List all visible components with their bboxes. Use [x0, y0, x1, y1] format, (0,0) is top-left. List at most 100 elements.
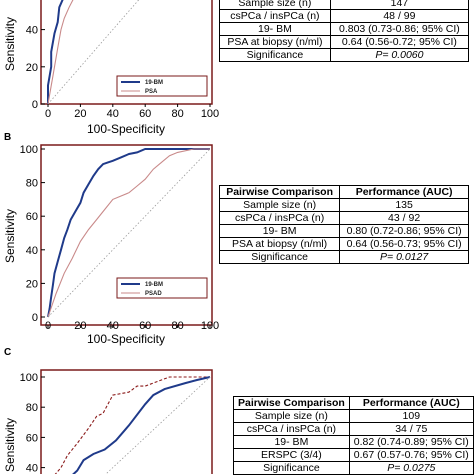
x-tick-label: 20 — [74, 108, 86, 120]
panel-b-legend: 19-BM PSAD — [116, 277, 208, 299]
row-value-cell: 0.64 (0.56-0.73; 95% CI) — [339, 237, 469, 251]
x-tick-label: 0 — [45, 320, 51, 332]
table-row: 19- BM 0.82 (0.74-0.89; 95% CI) — [233, 435, 474, 449]
performance-table-a: Sample size (n) 147 csPCa / insPCa (n) 48 /… — [219, 0, 470, 62]
panel-c-label: C — [4, 347, 11, 358]
row-label-cell: csPCa / insPCa (n) — [218, 211, 341, 225]
series-line-psad — [47, 148, 210, 318]
performance-table-c: Pairwise Comparison Performance (AUC) Sa… — [233, 396, 474, 475]
panel-c-frame — [40, 369, 213, 474]
row-value-cell: P= 0.0127 — [339, 250, 469, 264]
y-tick-label: 0 — [32, 99, 38, 111]
x-tick-label: 60 — [139, 108, 151, 120]
row-label-cell: Sample size (n) — [219, 0, 331, 10]
y-tick-label: 40 — [26, 245, 38, 257]
series-group — [47, 148, 211, 318]
performance-table-b: Pairwise Comparison Performance (AUC) Sa… — [218, 185, 469, 264]
header-pairwise-comparison: Pairwise Comparison — [233, 396, 350, 410]
panel-b-xlabel: 100-Specificity — [87, 332, 165, 346]
table-row: Significance P= 0.0060 — [219, 48, 470, 62]
reference-diagonal — [47, 148, 211, 318]
series-group — [54, 376, 211, 474]
legend-label-psad: PSAD — [145, 291, 162, 297]
row-value-cell: 48 / 99 — [329, 9, 470, 23]
panel-b-ylabel: Sensitivity — [3, 209, 17, 263]
series-line-19-bm — [47, 0, 64, 104]
header-performance-auc: Performance (AUC) — [339, 185, 469, 199]
legend-label-psa: PSA — [145, 89, 158, 95]
x-tick-label: 100 — [201, 108, 219, 120]
table-header-row: Pairwise Comparison Performance (AUC) — [218, 185, 469, 199]
y-tick-label: 100 — [20, 144, 38, 156]
row-label-cell: 19- BM — [219, 22, 331, 36]
table-row: ERSPC (3/4) 0.67 (0.57-0.76; 95% CI) — [233, 448, 474, 462]
table-row: 19- BM 0.80 (0.72-0.86; 95% CI) — [218, 224, 469, 238]
table-row: csPCa / insPCa (n) 34 / 75 — [233, 422, 474, 436]
y-tick-label: 80 — [26, 402, 38, 414]
reference-diagonal — [105, 376, 211, 474]
row-label-cell: csPCa / insPCa (n) — [219, 9, 331, 23]
x-tick-label: 40 — [107, 320, 119, 332]
row-label-cell: Significance — [233, 461, 350, 475]
panel-b-label: B — [4, 132, 11, 143]
y-tick-label: 60 — [26, 211, 38, 223]
row-value-cell: 0.82 (0.74-0.89; 95% CI) — [348, 435, 474, 449]
row-value-cell: 135 — [339, 198, 469, 212]
row-value-cell: 0.80 (0.72-0.86; 95% CI) — [339, 224, 469, 238]
table-row: Significance P= 0.0275 — [233, 461, 474, 475]
x-tick-label: 20 — [74, 320, 86, 332]
table-row: PSA at biopsy (n/ml) 0.64 (0.56-0.73; 95%… — [218, 237, 469, 251]
x-tick-label: 80 — [171, 320, 183, 332]
row-value-cell: 109 — [348, 409, 474, 423]
table-row: Significance P= 0.0127 — [218, 250, 469, 264]
panel-a-legend-box — [116, 75, 208, 97]
x-tick-label: 60 — [139, 320, 151, 332]
table-row: csPCa / insPCa (n) 43 / 92 — [218, 211, 469, 225]
row-value-cell: 0.64 (0.56-0.72; 95% CI) — [329, 35, 470, 49]
row-label-cell: PSA at biopsy (n/ml) — [218, 237, 341, 251]
row-label-cell: PSA at biopsy (n/ml) — [219, 35, 331, 49]
row-value-cell: 147 — [329, 0, 470, 10]
row-value-cell: 43 / 92 — [339, 211, 469, 225]
y-tick-label: 20 — [26, 278, 38, 290]
panel-a-legend: 19-BM PSA — [116, 75, 208, 97]
row-label-cell: 19- BM — [218, 224, 341, 238]
table-row: Sample size (n) 109 — [233, 409, 474, 423]
table-row: 19- BM 0.803 (0.73-0.86; 95% CI) — [219, 22, 470, 36]
y-tick-label: 100 — [20, 372, 38, 384]
row-label-cell: Significance — [219, 48, 331, 62]
row-label-cell: ERSPC (3/4) — [233, 448, 350, 462]
legend-label-19bm: 19-BM — [145, 80, 163, 86]
table-row: csPCa / insPCa (n) 48 / 99 — [219, 9, 470, 23]
reference-diagonal — [47, 0, 140, 104]
row-label-cell: csPCa / insPCa (n) — [233, 422, 350, 436]
row-label-cell: Significance — [218, 250, 341, 264]
panel-b: B 0 20 40 60 80 100 0 20 40 60 80 100 Sensitivity 1… — [3, 132, 219, 346]
x-tick-label: 40 — [107, 108, 119, 120]
series-line-19-bm — [47, 148, 210, 318]
series-line-erspc-3-4 — [72, 376, 211, 474]
row-value-cell: P= 0.0275 — [348, 461, 474, 475]
row-label-cell: Sample size (n) — [233, 409, 350, 423]
row-label-cell: Sample size (n) — [218, 198, 341, 212]
series-line-psa — [47, 0, 74, 104]
y-tick-label: 20 — [26, 62, 38, 74]
table-header-row: Pairwise Comparison Performance (AUC) — [233, 396, 474, 410]
panel-a-ylabel: Sensitivity — [3, 17, 17, 71]
legend-label-19bm-b: 19-BM — [145, 282, 163, 288]
x-tick-label: 0 — [45, 108, 51, 120]
panel-c-ylabel: Sensitivity — [3, 418, 17, 472]
y-tick-label: 80 — [26, 178, 38, 190]
row-value-cell: 0.67 (0.57-0.76; 95% CI) — [348, 448, 474, 462]
table-row: PSA at biopsy (n/ml) 0.64 (0.56-0.72; 95%… — [219, 35, 470, 49]
header-performance-auc: Performance (AUC) — [348, 396, 474, 410]
y-tick-label: 40 — [26, 25, 38, 37]
x-tick-label: 80 — [171, 108, 183, 120]
row-value-cell: 0.803 (0.73-0.86; 95% CI) — [329, 22, 470, 36]
header-pairwise-comparison: Pairwise Comparison — [218, 185, 341, 199]
panel-c: C 40 60 80 100 Sensitivity — [3, 347, 213, 474]
row-value-cell: 34 / 75 — [348, 422, 474, 436]
series-line-19-bm — [54, 376, 210, 474]
panel-a: 0204060020406080100 Sensitivity 100-Spec… — [3, 0, 219, 136]
